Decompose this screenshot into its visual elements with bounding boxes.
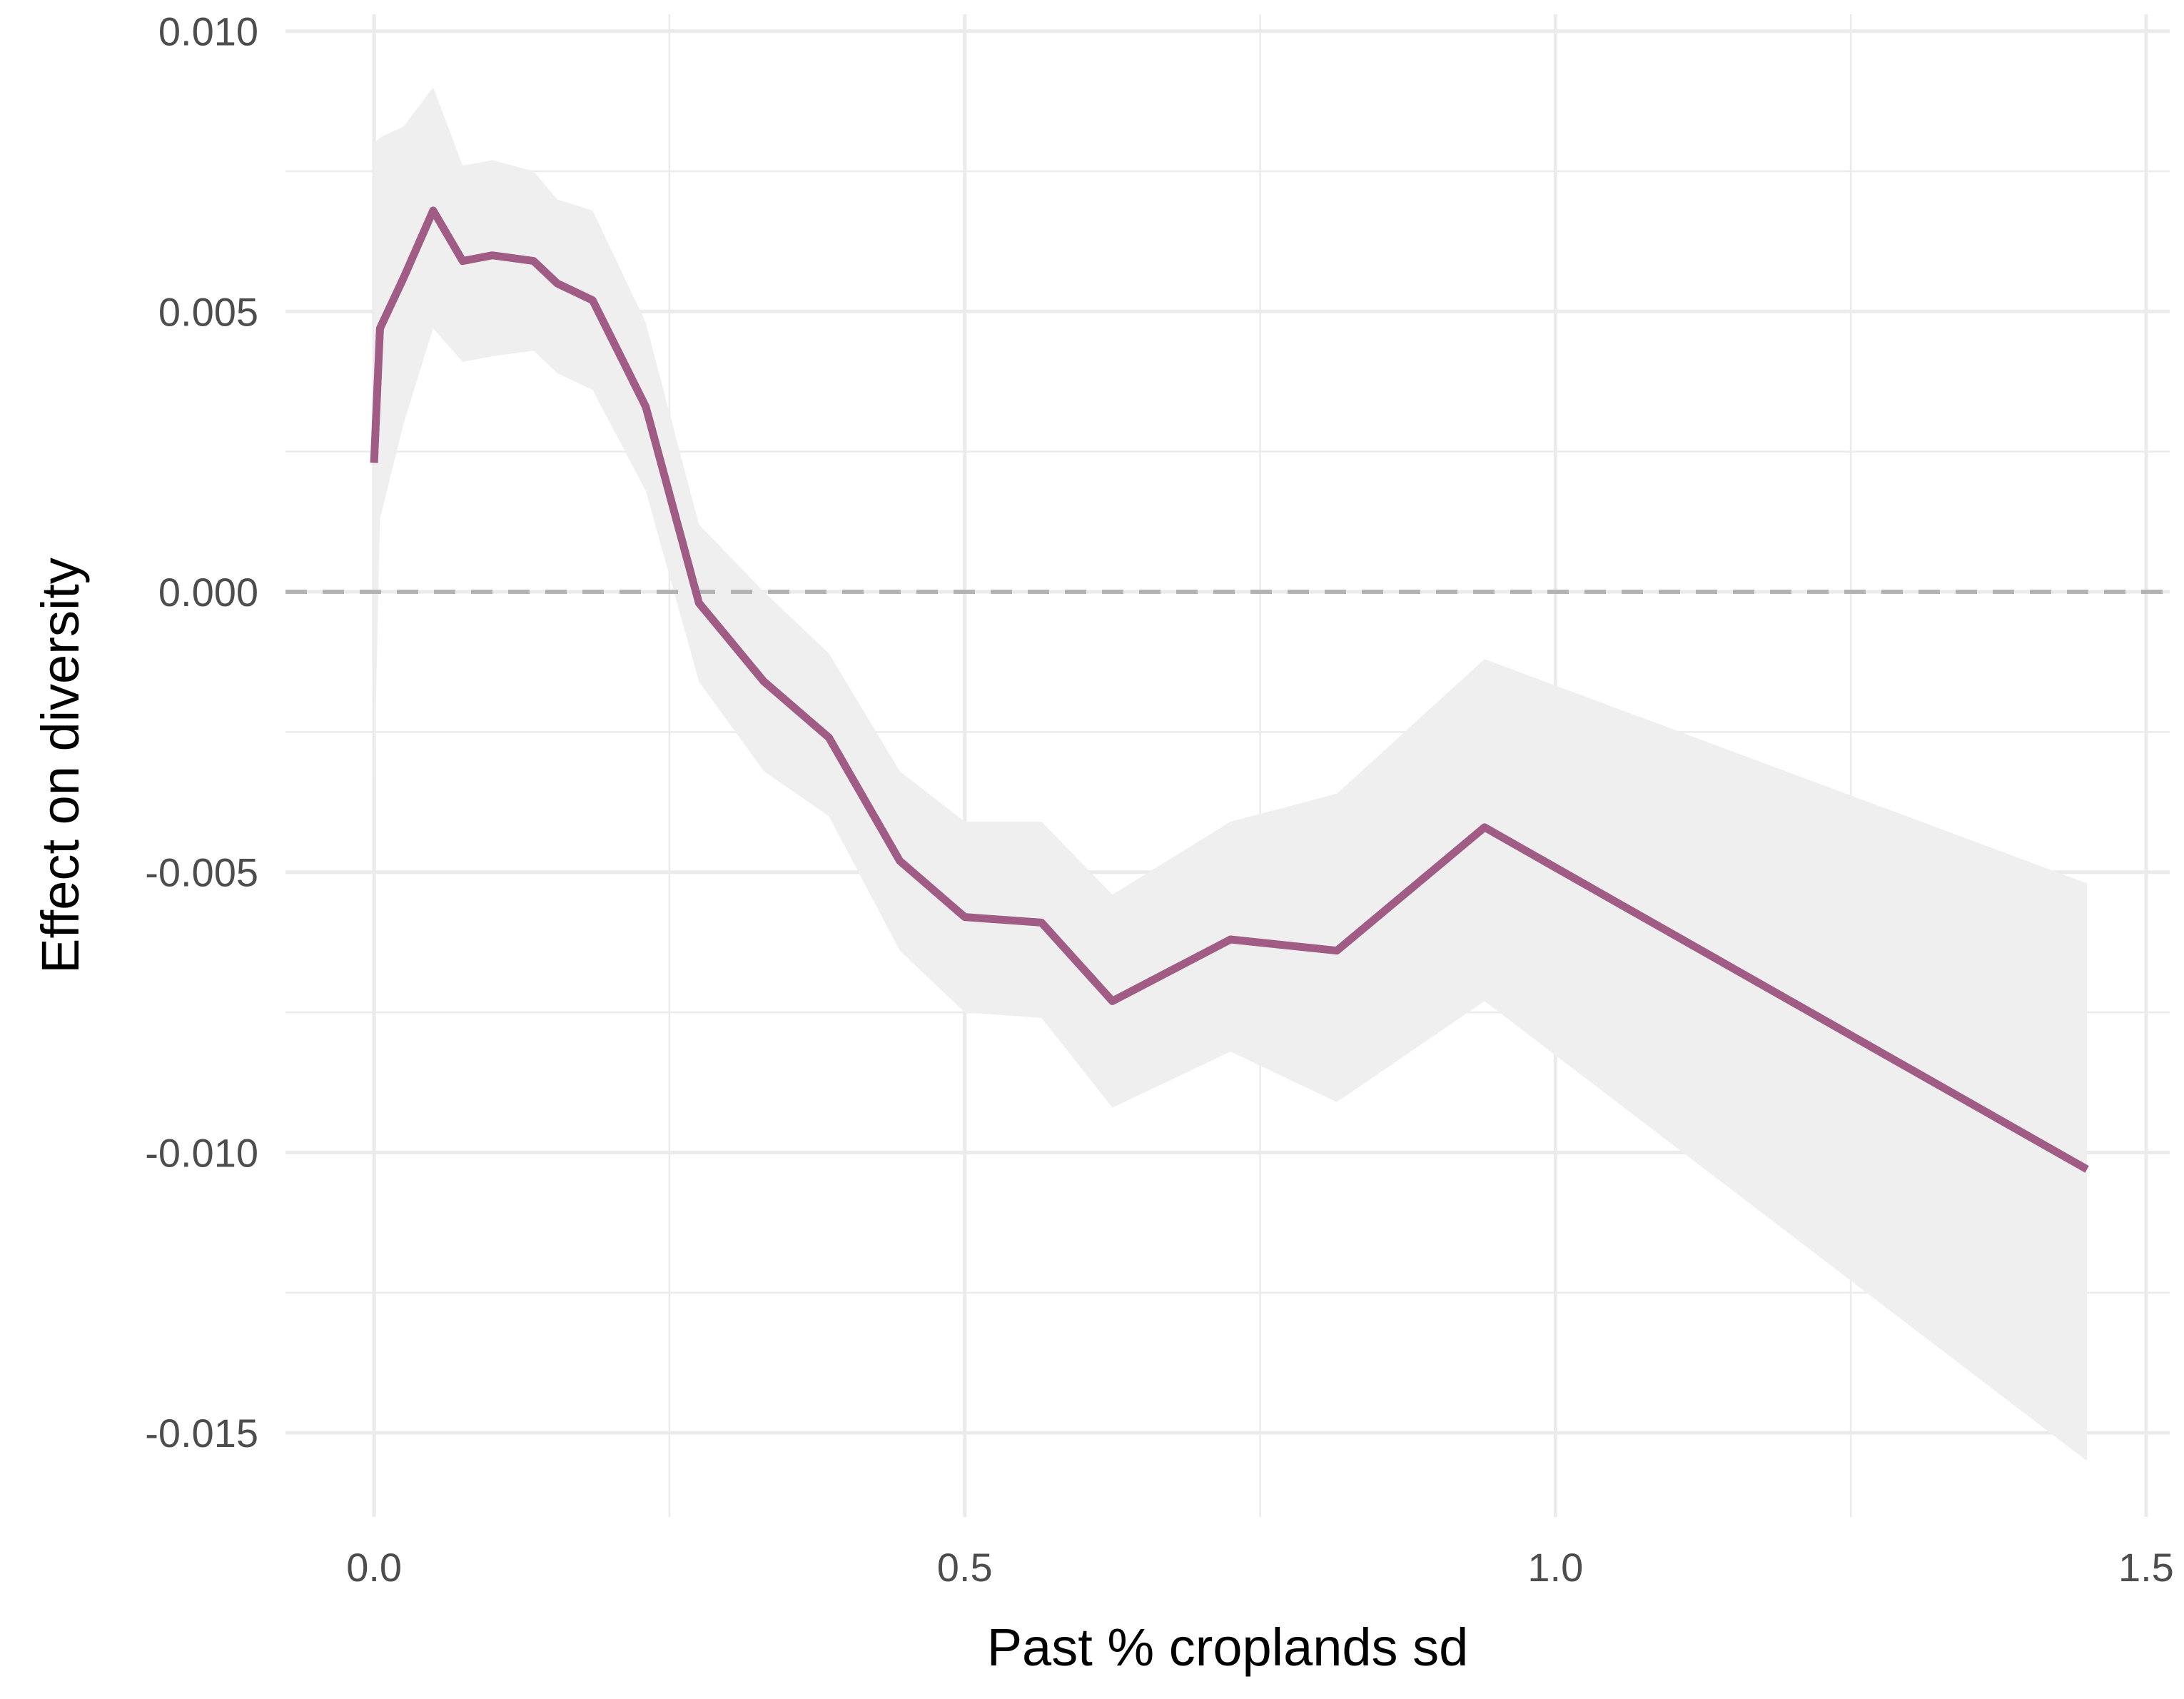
x-tick-label: 1.0 — [1527, 1545, 1583, 1590]
y-tick-label: -0.005 — [145, 850, 258, 895]
y-tick-labels: 0.010 0.005 0.000 -0.005 -0.010 -0.015 — [145, 9, 258, 1456]
y-axis-title: Effect on diversity — [31, 558, 90, 974]
confidence-ribbon — [374, 87, 2088, 1461]
x-tick-label: 0.0 — [346, 1545, 402, 1590]
y-tick-label: -0.010 — [145, 1130, 258, 1175]
y-tick-label: 0.005 — [158, 289, 258, 334]
y-tick-label: 0.000 — [158, 570, 258, 615]
y-tick-label: 0.010 — [158, 9, 258, 54]
x-tick-label: 0.5 — [937, 1545, 993, 1590]
y-tick-label: -0.015 — [145, 1411, 258, 1456]
x-tick-labels: 0.0 0.5 1.0 1.5 — [346, 1545, 2174, 1590]
effect-line — [370, 206, 2089, 1173]
x-axis-title: Past % croplands sd — [987, 1618, 1469, 1677]
x-tick-label: 1.5 — [2118, 1545, 2174, 1590]
